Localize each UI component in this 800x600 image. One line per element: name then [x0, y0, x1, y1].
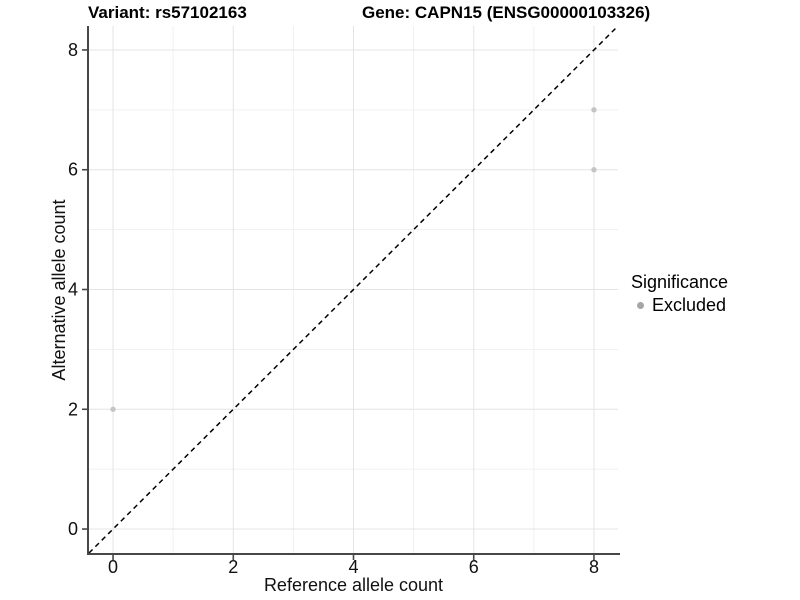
y-tick-label: 4 — [68, 280, 78, 300]
data-point — [591, 167, 597, 173]
data-point — [110, 406, 116, 412]
data-point — [591, 107, 597, 113]
identity-dashed-line — [88, 25, 619, 554]
y-tick-label: 8 — [68, 40, 78, 60]
y-tick-label: 0 — [68, 519, 78, 539]
legend-point-icon — [637, 302, 644, 309]
x-tick-label: 2 — [228, 557, 238, 577]
legend: Significance Excluded — [630, 272, 728, 316]
plot-title-variant: Variant: rs57102163 — [88, 3, 247, 22]
legend-item-label: Excluded — [652, 295, 727, 315]
x-tick-label: 6 — [469, 557, 479, 577]
y-tick-label: 6 — [68, 160, 78, 180]
x-axis-title: Reference allele count — [263, 575, 444, 595]
x-tick-label: 0 — [108, 557, 118, 577]
x-tick-label: 8 — [589, 557, 599, 577]
y-tick-label: 2 — [68, 399, 78, 419]
plot-title-gene: Gene: CAPN15 (ENSG00000103326) — [362, 3, 651, 22]
x-tick-label: 4 — [348, 557, 358, 577]
legend-title: Significance — [631, 272, 729, 292]
y-axis-title: Alternative allele count — [49, 199, 69, 381]
legend-item-excluded: Excluded — [630, 295, 728, 316]
